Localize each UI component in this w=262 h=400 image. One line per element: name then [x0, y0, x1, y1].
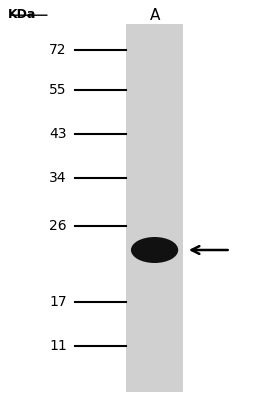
Text: 72: 72 — [49, 43, 67, 57]
Text: 55: 55 — [49, 83, 67, 97]
Text: KDa: KDa — [8, 8, 36, 20]
Text: 26: 26 — [49, 219, 67, 233]
Bar — [126, 24, 183, 392]
Text: 34: 34 — [49, 171, 67, 185]
Text: 17: 17 — [49, 295, 67, 309]
Text: 11: 11 — [49, 339, 67, 353]
Text: 43: 43 — [49, 127, 67, 141]
Text: A: A — [149, 8, 160, 24]
Ellipse shape — [131, 237, 178, 263]
